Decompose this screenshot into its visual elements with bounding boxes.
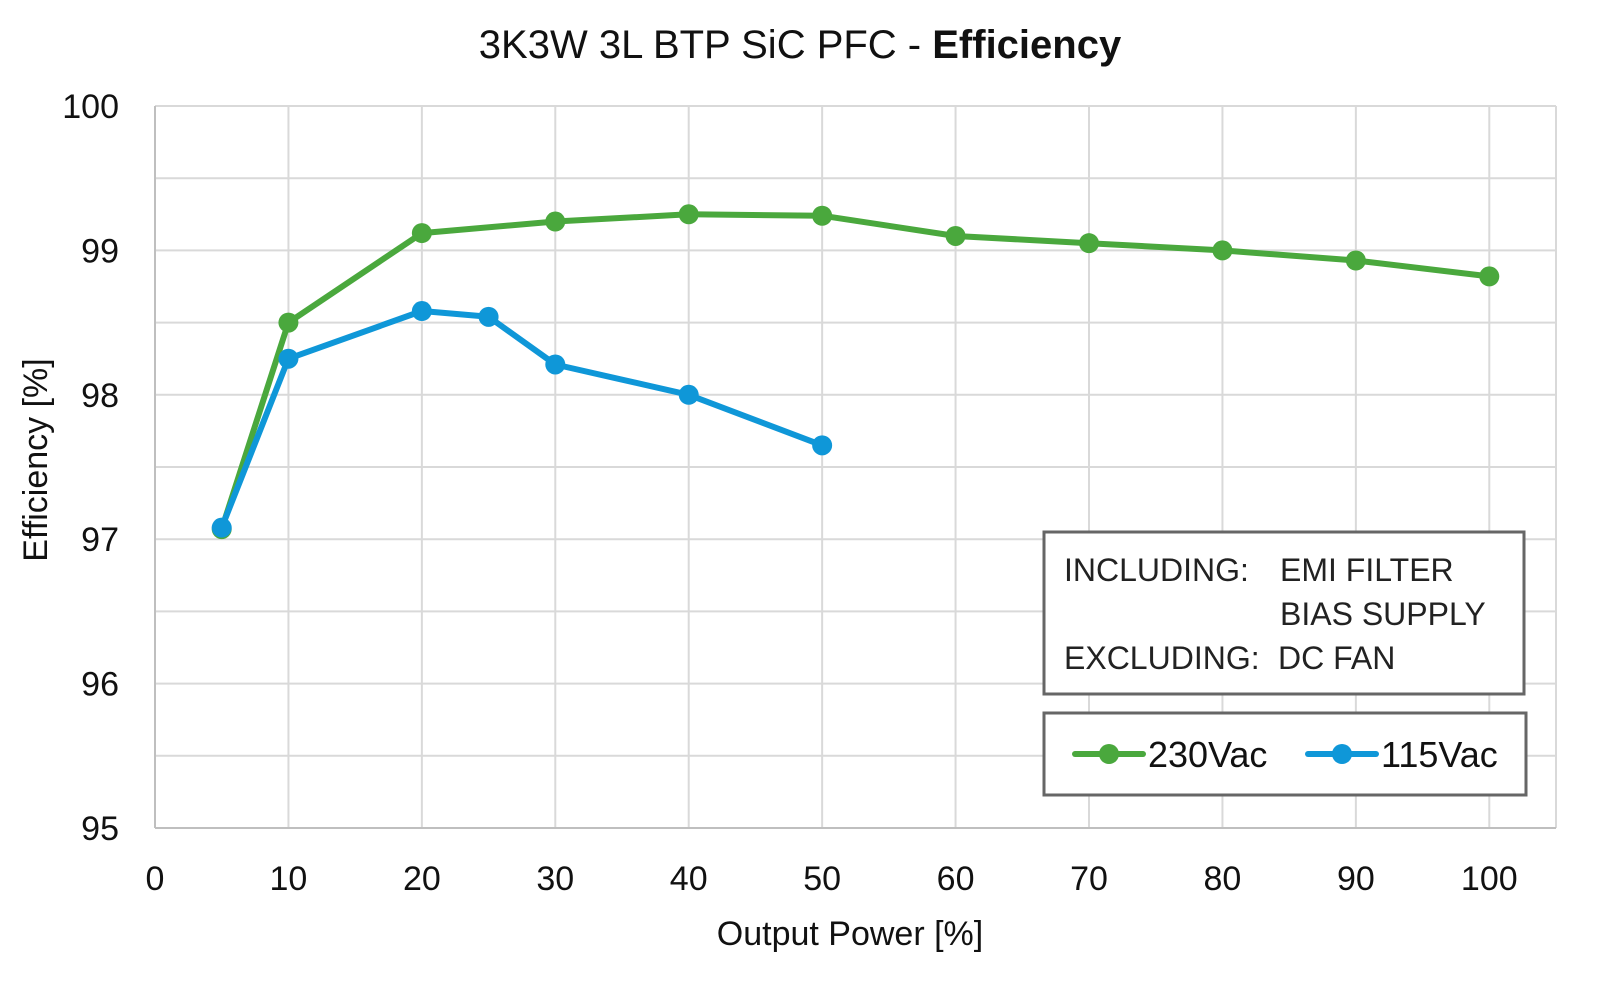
x-tick-label: 30: [536, 860, 574, 898]
data-point-230vac: [1479, 266, 1500, 287]
chart-title-main: 3K3W 3L BTP SiC PFC -: [479, 23, 932, 67]
x-tick-label: 100: [1461, 860, 1518, 898]
series-115vac: [211, 301, 833, 538]
data-point-115vac: [812, 435, 833, 456]
chart-title-bold: Efficiency: [932, 23, 1122, 67]
series: [211, 204, 1500, 540]
chart-title: 3K3W 3L BTP SiC PFC - Efficiency: [479, 23, 1122, 67]
data-point-230vac: [411, 223, 432, 244]
annotation-box: INCLUDING: EMI FILTER BIAS SUPPLY EXCLUD…: [1042, 530, 1526, 696]
legend-label-230vac: 230Vac: [1148, 734, 1267, 775]
data-point-230vac: [278, 312, 299, 333]
y-tick-label: 95: [81, 810, 119, 848]
x-tick-label: 60: [937, 860, 975, 898]
legend-label-115vac: 115Vac: [1381, 734, 1498, 775]
grid: [155, 105, 1557, 829]
y-tick-label: 99: [81, 232, 119, 270]
y-axis-title: Efficiency [%]: [17, 358, 55, 561]
annotation-including-value: EMI FILTER: [1280, 552, 1454, 588]
x-axis-title: Output Power [%]: [717, 915, 983, 953]
annotation-excluding-value: DC FAN: [1278, 640, 1395, 676]
data-point-115vac: [678, 384, 699, 405]
legend-swatch-marker-230vac: [1099, 744, 1119, 764]
data-point-230vac: [1079, 233, 1099, 254]
data-point-230vac: [1212, 240, 1233, 261]
y-tick-label: 100: [62, 88, 119, 126]
annotation-frame: [1042, 530, 1526, 696]
series-line-230vac: [218, 211, 1493, 533]
legend-swatch-marker-115vac: [1332, 744, 1352, 764]
x-tick-label: 40: [670, 860, 708, 898]
axes: [154, 106, 1556, 829]
data-point-115vac: [411, 301, 432, 322]
series-line-115vac: [218, 308, 826, 531]
x-tick-label: 50: [803, 860, 841, 898]
data-point-115vac: [478, 306, 499, 327]
series-230vac: [211, 204, 1500, 540]
y-tick-label: 97: [81, 521, 119, 559]
x-tick-label: 90: [1337, 860, 1375, 898]
x-tick-label: 70: [1070, 860, 1108, 898]
data-point-115vac: [278, 348, 299, 369]
y-tick-label: 98: [81, 377, 119, 415]
annotation-excluding-label: EXCLUDING:: [1064, 640, 1260, 676]
legend-frame: [1042, 711, 1528, 797]
data-point-230vac: [945, 225, 966, 246]
data-point-230vac: [1345, 250, 1366, 271]
y-tick-label: 96: [81, 666, 119, 704]
x-tick-label: 0: [146, 860, 165, 898]
data-point-230vac: [545, 211, 566, 232]
data-point-230vac: [812, 205, 833, 226]
x-tick-label: 80: [1204, 860, 1242, 898]
annotation-including-label: INCLUDING:: [1064, 552, 1249, 588]
x-tick-label: 20: [403, 860, 441, 898]
annotation-bias-value: BIAS SUPPLY: [1280, 596, 1486, 632]
tick-labels: 0 10 20 30 40 50 60 70 80 90 100 95 96 97 98 99 100: [62, 88, 1517, 898]
data-point-230vac: [678, 204, 699, 225]
data-point-115vac: [545, 354, 566, 375]
x-tick-label: 10: [270, 860, 308, 898]
legend-item-115vac: 115Vac: [1305, 734, 1498, 775]
legend: 230Vac 115Vac: [1042, 711, 1528, 797]
legend-item-230vac: 230Vac: [1072, 734, 1267, 775]
data-point-115vac: [211, 517, 232, 538]
